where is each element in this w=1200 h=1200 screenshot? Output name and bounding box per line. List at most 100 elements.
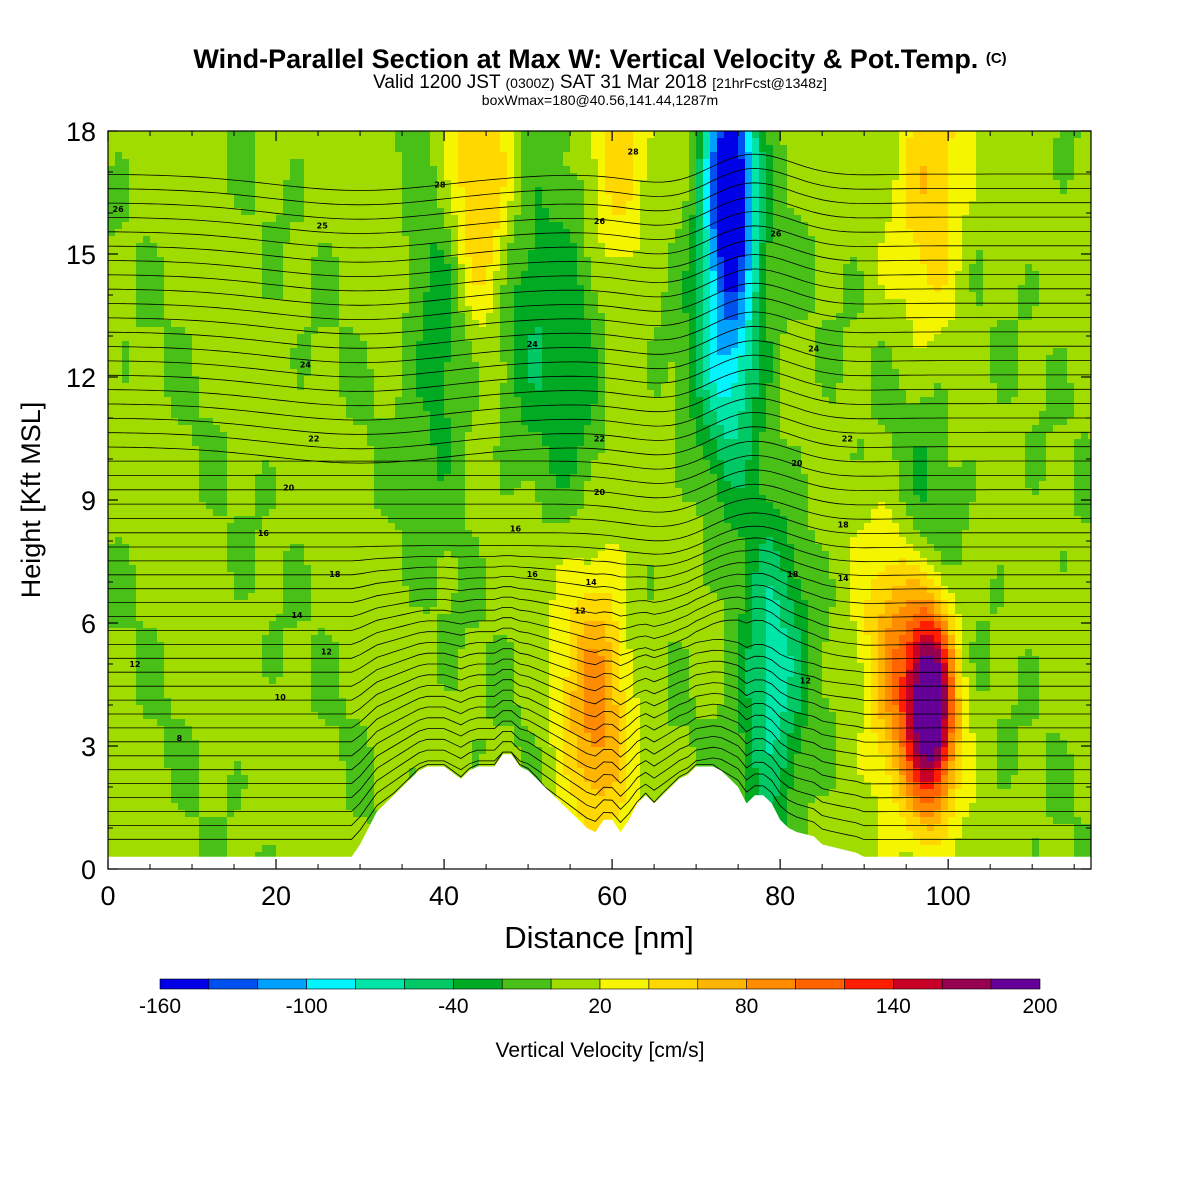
isentrope-line (108, 282, 1091, 321)
isentrope-line (108, 498, 1091, 527)
theta-label: 22 (842, 435, 853, 444)
terrain-silhouette (108, 754, 1091, 869)
isentrope-line (108, 607, 1091, 646)
isentrope-line (108, 426, 1091, 464)
theta-label: 12 (321, 648, 332, 657)
colorbar-swatch (257, 978, 307, 990)
isentrope-line (108, 483, 1091, 513)
valid-time-line: Valid 1200 JST (0300Z) SAT 31 Mar 2018 [… (373, 72, 827, 93)
colorbar-swatch (697, 978, 747, 990)
isentrope-line (108, 297, 1091, 335)
colorbar-swatch (453, 978, 503, 990)
isentrope-line (108, 560, 1091, 591)
theta-label: 28 (628, 148, 640, 157)
theta-label: 16 (258, 529, 270, 538)
isentrope-line (108, 669, 1091, 715)
theta-label: 12 (800, 676, 811, 685)
colorbar-tick-label: 20 (588, 995, 611, 1018)
x-tick-label: 0 (100, 881, 115, 911)
isentrope-line (108, 454, 1091, 484)
isentrope-line (108, 239, 1091, 278)
theta-label: 24 (808, 344, 820, 353)
isentrope-line (108, 741, 1091, 813)
isentrope-line (108, 751, 1091, 827)
theta-label: 16 (510, 525, 522, 534)
colorbar-tick-label: 140 (876, 995, 911, 1018)
isentrope-line (108, 537, 1091, 567)
colorbar-swatch (844, 978, 894, 990)
isentrope-line (108, 512, 1091, 542)
colorbar-swatch (795, 978, 845, 990)
potential-temperature-labels: 8 10 12 12 14 16 18 20 22 24 25 26 28 16 16 24 14 12 20 22 2… (113, 148, 853, 743)
isentrope-line (108, 225, 1091, 263)
velocity-field (108, 131, 1091, 869)
isentrope-line (108, 679, 1091, 729)
isentrope-line (108, 751, 1091, 840)
axes: 0 20 40 60 80 100 0 3 6 9 12 15 18 (66, 117, 1091, 911)
colorbar-swatch (599, 978, 650, 990)
theta-label: 14 (838, 574, 850, 583)
theta-label: 26 (113, 205, 125, 214)
theta-label: 14 (291, 611, 303, 620)
x-tick-label: 80 (765, 881, 795, 911)
potential-temperature-contours (108, 153, 1091, 840)
isentrope-line (108, 383, 1091, 421)
isentrope-line (108, 411, 1091, 450)
theta-label: 16 (527, 570, 539, 579)
isentrope-line (108, 720, 1091, 785)
colorbar-tick-label: -40 (438, 995, 468, 1018)
colorbar-label: Vertical Velocity [cm/s] (496, 1039, 705, 1062)
isentrope-line (108, 397, 1091, 435)
colorbar-swatch (355, 978, 405, 990)
y-tick-label: 15 (66, 240, 96, 270)
theta-label: 12 (129, 660, 140, 669)
isentrope-line (108, 354, 1091, 392)
isentrope-line (108, 658, 1091, 701)
x-axis-label: Distance [nm] (504, 920, 694, 955)
isentrope-line (108, 648, 1091, 687)
isentrope-line (108, 254, 1091, 292)
theta-label: 22 (594, 435, 605, 444)
theta-label: 20 (791, 459, 803, 468)
theta-label: 18 (838, 521, 850, 530)
y-axis-label: Height [Kft MSL] (16, 402, 46, 599)
colorbar-swatch (746, 978, 796, 990)
y-tick-label: 12 (66, 363, 96, 393)
colorbar-swatch (404, 978, 454, 990)
isentrope-line (108, 368, 1091, 407)
isentrope-line (108, 710, 1091, 771)
isentrope-line (108, 196, 1091, 234)
isentrope-line (108, 167, 1091, 206)
isentrope-line (108, 340, 1091, 378)
isentrope-line (108, 596, 1091, 632)
isentrope-line (108, 469, 1091, 499)
colorbar-swatch (893, 978, 943, 990)
colorbar-tick-label: 80 (735, 995, 758, 1018)
isentrope-line (108, 689, 1091, 743)
isentrope-line (108, 549, 1091, 579)
theta-label: 10 (275, 693, 287, 702)
colorbar-swatch (990, 978, 1041, 990)
chart-title: Wind-Parallel Section at Max W: Vertical… (193, 44, 1007, 74)
x-tick-label: 100 (926, 881, 971, 911)
theta-label: 20 (283, 484, 295, 493)
isentrope-line (108, 211, 1091, 249)
theta-label: 26 (594, 217, 606, 226)
theta-label: 26 (770, 230, 782, 239)
colorbar-tick-label: 200 (1022, 995, 1057, 1018)
colorbar-swatch (550, 978, 601, 990)
colorbar-swatch (208, 978, 259, 990)
theta-label: 24 (527, 340, 539, 349)
isentrope-line (108, 731, 1091, 799)
isentrope-line (108, 311, 1091, 349)
isentrope-line (108, 525, 1091, 555)
isentrope-line (108, 153, 1091, 191)
colorbar-swatch (648, 978, 699, 990)
box-info-line: boxWmax=180@40.56,141.44,1287m (481, 92, 719, 108)
theta-label: 18 (787, 570, 799, 579)
x-tick-label: 40 (429, 881, 459, 911)
theta-label: 24 (300, 361, 312, 370)
isentrope-line (108, 182, 1091, 220)
theta-label: 12 (575, 607, 586, 616)
